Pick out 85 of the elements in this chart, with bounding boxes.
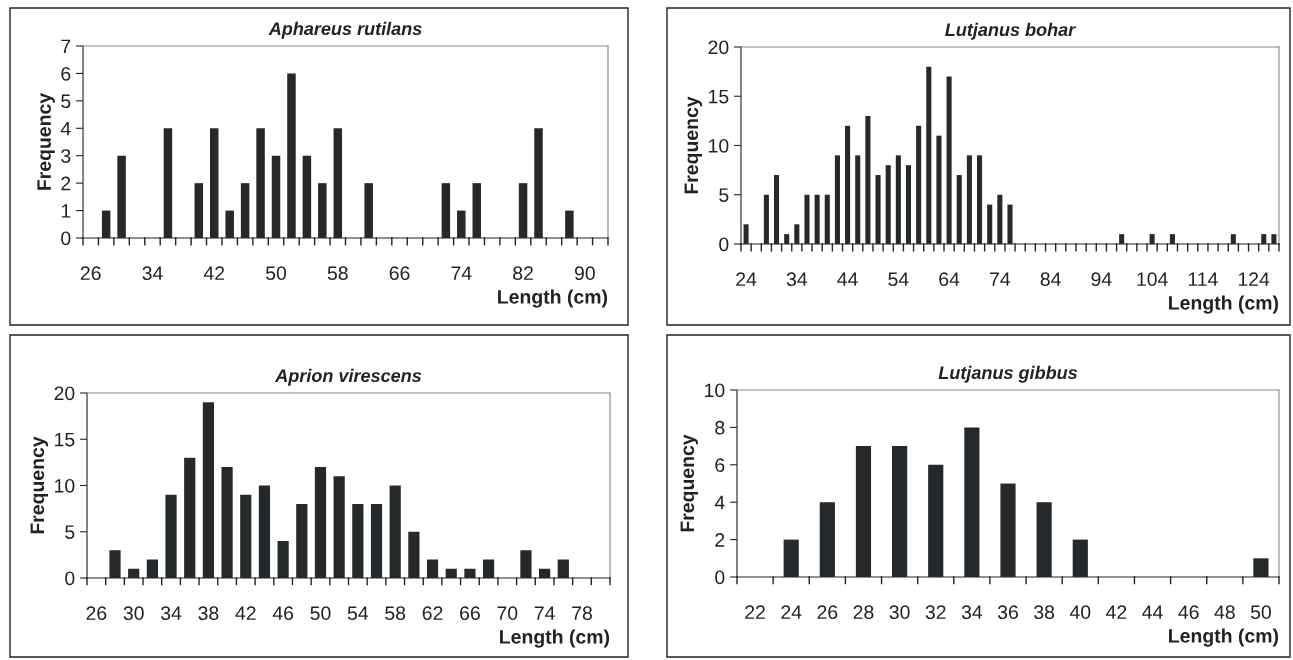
x-tick-label: 24 bbox=[736, 272, 757, 286]
x-tick-label: 58 bbox=[385, 606, 406, 621]
y-tick-label: 8 bbox=[715, 420, 725, 435]
y-axis-title: Frequency bbox=[680, 434, 699, 532]
x-tick-label: 36 bbox=[997, 605, 1018, 620]
y-axis-title: Frequency bbox=[37, 92, 55, 190]
x-tick-label: 48 bbox=[1214, 605, 1235, 620]
y-tick-label: 20 bbox=[54, 386, 75, 401]
x-tick-label: 84 bbox=[1040, 272, 1061, 287]
y-axis-title: Frequency bbox=[30, 436, 49, 534]
x-tick-label: 34 bbox=[160, 606, 182, 621]
x-tick-label: 82 bbox=[513, 266, 533, 281]
chart-title: Lutjanus gibbus bbox=[938, 365, 1078, 383]
x-tick-label: 42 bbox=[1106, 605, 1127, 619]
x-tick-label: 46 bbox=[1178, 605, 1199, 620]
x-tick-label: 70 bbox=[497, 606, 518, 621]
x-tick-label: 124 bbox=[1238, 272, 1270, 286]
x-tick-label: 26 bbox=[80, 266, 101, 281]
x-tick-label: 34 bbox=[961, 605, 983, 620]
chart-title: Aprion virescens bbox=[274, 368, 422, 386]
y-tick-label: 10 bbox=[55, 478, 75, 493]
y-tick-label: 4 bbox=[714, 495, 725, 510]
y-tick-label: 5 bbox=[61, 94, 71, 109]
x-tick-label: 50 bbox=[310, 606, 331, 621]
x-tick-label: 66 bbox=[389, 266, 410, 281]
y-tick-label: 15 bbox=[709, 89, 729, 104]
x-tick-label: 94 bbox=[1091, 272, 1112, 287]
x-tick-label: 74 bbox=[534, 606, 555, 620]
y-axis-title: Frequency bbox=[684, 96, 703, 194]
x-tick-label: 26 bbox=[817, 605, 838, 620]
chart-title: Aphareus rutilans bbox=[268, 21, 422, 39]
y-tick-label: 6 bbox=[715, 458, 725, 473]
y-tick-label: 6 bbox=[61, 66, 71, 81]
x-tick-label: 54 bbox=[347, 606, 369, 621]
y-tick-label: 0 bbox=[65, 571, 75, 586]
x-tick-label: 32 bbox=[925, 605, 946, 620]
y-tick-label: 5 bbox=[65, 525, 75, 539]
x-tick-label: 26 bbox=[86, 606, 107, 621]
y-tick-label: 0 bbox=[715, 570, 725, 585]
x-tick-label: 64 bbox=[939, 272, 960, 287]
x-tick-label: 42 bbox=[235, 606, 256, 620]
y-tick-label: 20 bbox=[708, 40, 729, 55]
y-tick-label: 0 bbox=[61, 231, 71, 246]
x-axis-title: Length (cm) bbox=[1169, 628, 1279, 647]
y-tick-label: 2 bbox=[61, 176, 71, 191]
x-tick-label: 90 bbox=[574, 266, 595, 281]
y-tick-label: 7 bbox=[61, 39, 71, 54]
x-tick-label: 62 bbox=[422, 606, 443, 621]
x-tick-label: 66 bbox=[460, 606, 480, 621]
y-tick-label: 1 bbox=[61, 204, 71, 218]
x-tick-label: 38 bbox=[198, 606, 219, 621]
y-tick-label: 15 bbox=[55, 432, 75, 447]
x-tick-label: 46 bbox=[272, 606, 294, 621]
chart-title: Lutjanus bohar bbox=[945, 22, 1077, 40]
x-tick-label: 44 bbox=[1142, 605, 1163, 619]
y-tick-label: 4 bbox=[60, 121, 71, 136]
x-tick-label: 50 bbox=[265, 266, 287, 281]
y-tick-label: 10 bbox=[709, 138, 729, 153]
x-tick-label: 38 bbox=[1034, 605, 1055, 620]
x-tick-label: 24 bbox=[781, 605, 802, 619]
x-tick-label: 74 bbox=[990, 272, 1011, 286]
x-axis-title: Length (cm) bbox=[1169, 295, 1279, 314]
x-tick-label: 74 bbox=[451, 266, 472, 280]
x-axis-title: Length (cm) bbox=[498, 289, 608, 308]
x-tick-label: 78 bbox=[572, 606, 592, 621]
x-tick-label: 114 bbox=[1188, 272, 1218, 286]
y-tick-label: 5 bbox=[719, 188, 729, 202]
x-tick-label: 104 bbox=[1137, 272, 1168, 287]
x-tick-label: 50 bbox=[1250, 605, 1271, 620]
x-tick-label: 28 bbox=[853, 605, 874, 620]
y-tick-label: 3 bbox=[61, 149, 71, 163]
x-tick-label: 22 bbox=[745, 605, 765, 619]
x-tick-label: 30 bbox=[889, 605, 910, 620]
y-tick-label: 2 bbox=[715, 533, 725, 547]
x-tick-label: 34 bbox=[786, 272, 808, 287]
y-tick-label: 0 bbox=[719, 237, 729, 252]
x-tick-label: 42 bbox=[203, 266, 225, 280]
x-tick-label: 34 bbox=[142, 266, 163, 281]
x-tick-label: 54 bbox=[888, 272, 909, 287]
x-axis-title: Length (cm) bbox=[500, 629, 610, 648]
x-tick-label: 58 bbox=[327, 266, 348, 281]
x-tick-label: 40 bbox=[1069, 605, 1091, 620]
x-tick-label: 30 bbox=[123, 606, 144, 621]
y-tick-label: 10 bbox=[705, 383, 725, 398]
x-tick-label: 44 bbox=[837, 272, 858, 286]
